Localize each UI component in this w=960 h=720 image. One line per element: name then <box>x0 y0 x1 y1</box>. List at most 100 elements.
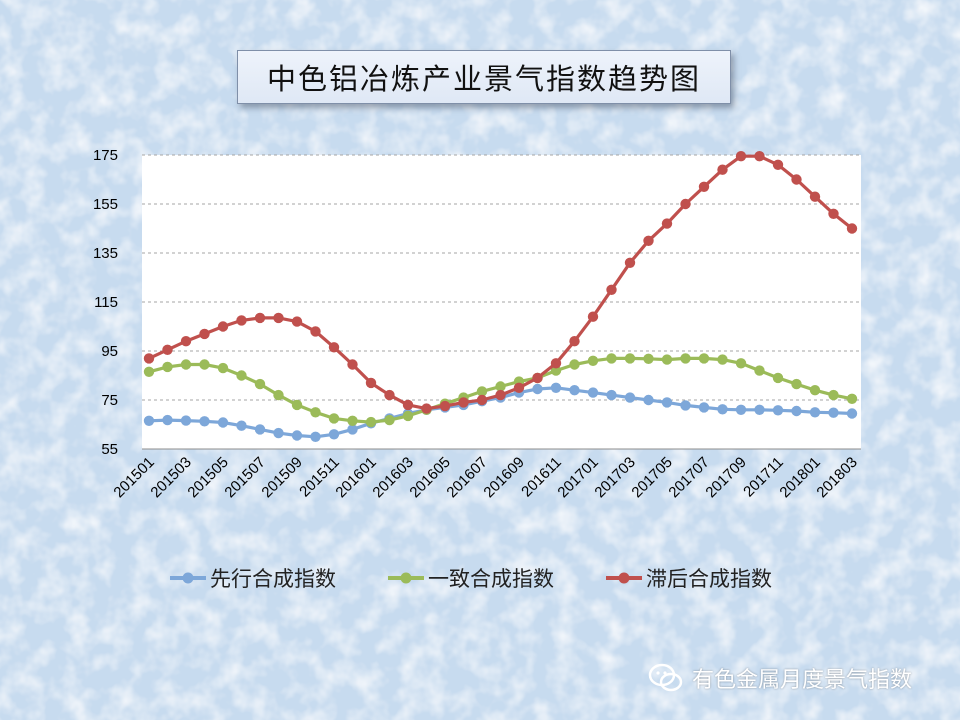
data-point <box>236 420 247 431</box>
data-point <box>162 344 173 355</box>
data-point <box>328 429 340 440</box>
data-point <box>791 174 802 185</box>
data-point <box>310 431 321 442</box>
data-point <box>217 362 229 374</box>
data-point <box>180 359 192 370</box>
series-2 <box>143 151 858 414</box>
data-point <box>606 353 617 364</box>
legend-marker <box>400 572 412 584</box>
data-point <box>643 235 654 246</box>
data-point <box>458 397 469 408</box>
y-tick-label: 75 <box>101 392 118 409</box>
data-point <box>384 414 395 426</box>
y-tick-label: 155 <box>93 196 118 213</box>
data-point <box>809 385 821 396</box>
data-point <box>643 353 654 364</box>
legend-label: 一致合成指数 <box>428 567 554 591</box>
data-point <box>828 208 839 219</box>
data-point <box>273 427 284 439</box>
series-lines <box>143 151 858 442</box>
y-tick-label: 55 <box>101 441 118 458</box>
plot-area <box>142 155 861 449</box>
data-point <box>254 312 266 324</box>
x-tick-label: 201501 <box>110 454 157 501</box>
data-point <box>809 191 821 202</box>
data-point <box>643 394 654 406</box>
data-point <box>698 353 710 364</box>
legend-marker <box>618 572 630 584</box>
data-point <box>143 353 155 364</box>
data-point <box>661 397 673 408</box>
x-tick-label: 201707 <box>665 454 712 501</box>
data-point <box>698 181 710 192</box>
data-point <box>162 361 173 373</box>
data-point <box>587 387 599 398</box>
data-point <box>402 399 414 411</box>
data-point <box>143 415 155 426</box>
data-point <box>606 284 617 295</box>
data-point <box>476 386 488 397</box>
data-point <box>587 311 599 322</box>
data-point <box>328 342 340 353</box>
data-point <box>291 399 303 411</box>
data-point <box>569 359 580 370</box>
data-point <box>476 394 488 406</box>
data-point <box>384 389 395 401</box>
data-point <box>772 159 784 170</box>
data-point <box>772 372 784 384</box>
data-point <box>421 403 432 414</box>
y-tick-label: 95 <box>101 343 118 360</box>
data-point <box>273 389 284 401</box>
data-point <box>495 381 506 392</box>
data-point <box>180 336 192 347</box>
data-point <box>532 383 543 395</box>
data-point <box>310 407 321 418</box>
data-point <box>717 164 728 175</box>
x-tick-label: 201701 <box>554 454 601 501</box>
x-tick-label: 201603 <box>369 454 416 501</box>
data-point <box>735 404 747 415</box>
data-point <box>661 354 673 365</box>
x-tick-label: 201607 <box>443 454 490 501</box>
data-point <box>217 321 229 332</box>
data-point <box>347 415 358 426</box>
x-tick-label: 201505 <box>184 454 231 501</box>
data-point <box>698 402 710 413</box>
data-point <box>236 370 247 381</box>
data-point <box>846 408 858 419</box>
data-point <box>809 407 821 418</box>
data-point <box>717 404 728 415</box>
x-tick-label: 201705 <box>628 454 675 501</box>
x-tick-label: 201803 <box>813 454 860 501</box>
data-point <box>217 417 229 428</box>
wechat-icon <box>648 663 683 692</box>
legend-item-2: 滞后合成指数 <box>606 567 772 591</box>
legend-marker <box>182 572 194 584</box>
y-axis: 55 75 95 115 135 155 175 <box>93 147 118 458</box>
legend-label: 先行合成指数 <box>210 567 336 591</box>
data-point <box>680 353 691 364</box>
data-point <box>199 416 210 427</box>
x-tick-label: 201601 <box>332 454 379 501</box>
data-point <box>846 223 858 234</box>
data-point <box>569 385 580 396</box>
y-tick-label: 115 <box>94 294 118 311</box>
data-point <box>550 358 562 369</box>
data-point <box>495 389 506 401</box>
data-point <box>513 382 525 393</box>
data-point <box>402 410 414 422</box>
x-tick-label: 201503 <box>147 454 194 501</box>
legend-item-1: 一致合成指数 <box>388 567 554 591</box>
data-point <box>569 336 580 347</box>
data-point <box>717 354 728 365</box>
data-point <box>550 382 562 393</box>
data-point <box>791 405 802 417</box>
watermark-text: 有色金属月度景气指数 <box>692 668 913 693</box>
y-tick-label: 135 <box>93 245 118 262</box>
data-point <box>680 198 691 210</box>
data-point <box>180 415 192 426</box>
data-point <box>624 392 636 403</box>
data-point <box>735 151 747 162</box>
data-point <box>846 393 858 404</box>
